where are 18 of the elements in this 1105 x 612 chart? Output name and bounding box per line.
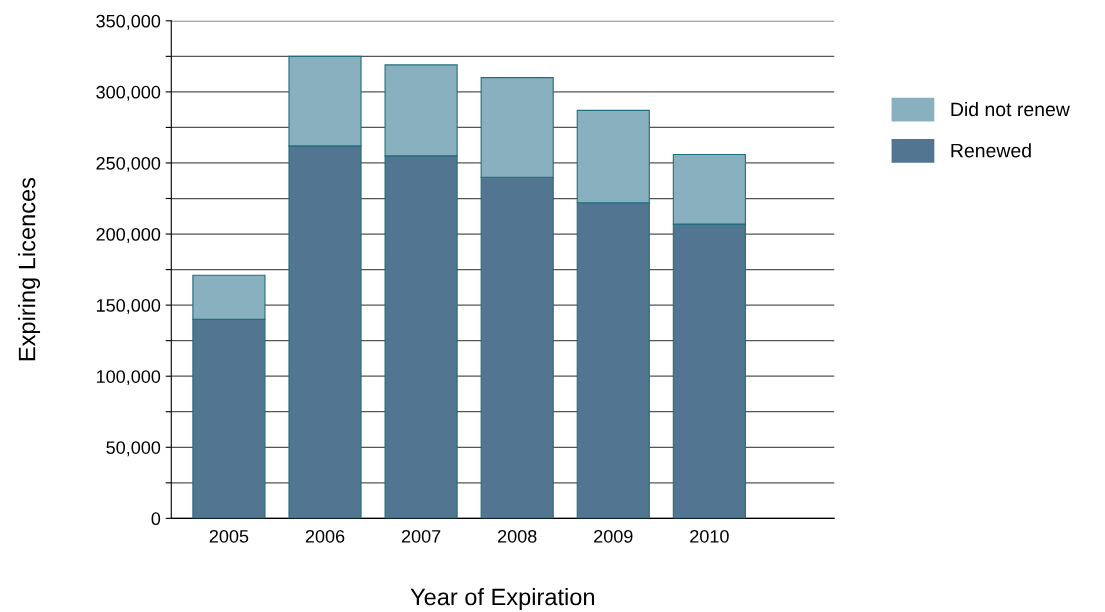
y-tick-label: 50,000	[106, 441, 161, 457]
y-tick-label: 350,000	[96, 14, 161, 30]
y-axis-title: Expiring Licences	[18, 177, 41, 361]
x-tick-label: 2010	[690, 529, 729, 543]
x-tick-label: 2008	[498, 529, 537, 543]
y-tick-label: 300,000	[96, 85, 161, 101]
legend-label: Did not renew	[951, 101, 1070, 117]
y-tick-label: 0	[151, 512, 161, 526]
x-tick-label: 2009	[594, 529, 633, 543]
y-tick-label: 150,000	[96, 299, 161, 314]
x-axis-title: Year of Expiration	[410, 587, 595, 610]
y-tick-label: 250,000	[96, 156, 161, 172]
legend-label: Renewed	[951, 143, 1031, 158]
x-tick-label: 2005	[209, 529, 249, 543]
x-tick-label: 2007	[401, 529, 441, 543]
x-tick-label: 2006	[305, 529, 345, 543]
y-tick-label: 100,000	[96, 370, 161, 386]
y-tick-label: 200,000	[96, 227, 161, 243]
